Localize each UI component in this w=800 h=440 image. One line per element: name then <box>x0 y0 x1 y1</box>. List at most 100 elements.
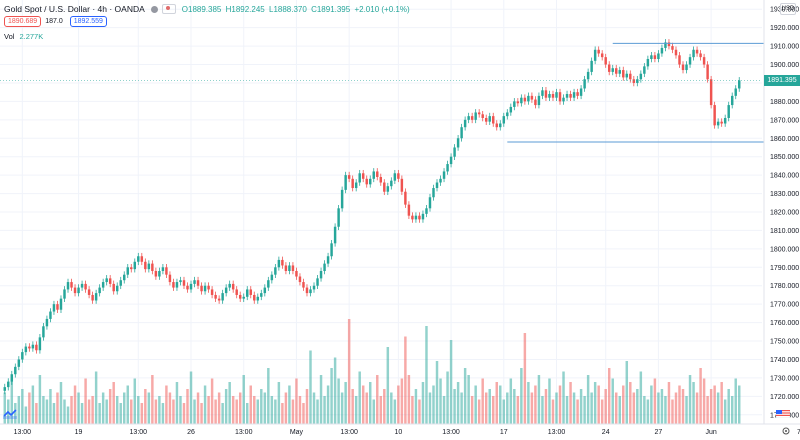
volume-bar <box>421 382 425 424</box>
volume-bar <box>523 333 527 424</box>
time-tick-label: 26 <box>187 429 195 436</box>
tradingview-logo-icon[interactable] <box>3 409 17 419</box>
volume-bar <box>555 392 558 424</box>
volume-bar <box>63 399 66 424</box>
volume-bar <box>527 382 530 424</box>
volume-bar <box>393 399 397 424</box>
candle <box>73 287 77 294</box>
candle <box>326 256 330 264</box>
candle <box>586 71 590 80</box>
volume-bar <box>688 375 692 424</box>
candle <box>112 283 115 292</box>
volume-bar <box>87 399 91 424</box>
buy-price-button[interactable]: 1892.559 <box>69 16 107 27</box>
volume-bar <box>130 399 133 424</box>
volume-bar <box>144 389 147 424</box>
volume-bar <box>196 392 200 424</box>
candle <box>657 53 660 59</box>
candle <box>727 105 730 118</box>
visibility-eye-icon[interactable] <box>161 4 176 14</box>
candle <box>730 95 734 106</box>
candle <box>91 294 94 301</box>
volume-value: 2.277K <box>19 32 44 41</box>
volume-label[interactable]: Vol <box>4 32 15 41</box>
volume-bar <box>432 385 435 424</box>
time-tick-label: 27 <box>655 429 663 436</box>
volume-bar <box>351 389 354 424</box>
volume-bar <box>347 319 351 424</box>
volume-bar <box>165 385 168 424</box>
candle <box>688 57 692 65</box>
sell-price-button[interactable]: 1890.689 <box>4 16 42 27</box>
volume-bar <box>302 403 305 424</box>
candle <box>421 213 425 220</box>
volume-bar <box>636 389 639 424</box>
volume-bar <box>481 378 484 424</box>
candle <box>179 280 182 283</box>
volume-bar <box>706 396 709 424</box>
volume-bar <box>207 396 210 424</box>
candle <box>523 97 527 102</box>
volume-bar <box>477 399 481 424</box>
candle <box>158 270 161 277</box>
volume-bar <box>576 399 579 424</box>
volume-bar <box>639 371 643 424</box>
candle <box>723 117 727 124</box>
volume-bar <box>277 382 281 424</box>
close-value: C1891.395 <box>311 4 351 14</box>
time-tick-label: 17 <box>500 429 508 436</box>
volume-bar <box>182 403 186 424</box>
candle <box>316 278 319 286</box>
candle <box>407 204 411 216</box>
settings-gear-icon[interactable] <box>781 426 791 436</box>
candle <box>671 46 674 50</box>
candle <box>643 66 646 74</box>
price-tick-label: 1870.000 <box>770 117 799 124</box>
volume-bar <box>126 385 129 424</box>
symbol-title[interactable]: Gold Spot / U.S. Dollar · 4h · OANDA <box>4 4 145 14</box>
volume-bar <box>281 403 284 424</box>
candle <box>365 178 368 185</box>
candle <box>182 280 186 286</box>
volume-bar <box>295 378 298 424</box>
currency-label[interactable]: USD <box>780 3 796 15</box>
candle <box>695 49 699 54</box>
volume-bar <box>569 382 572 424</box>
volume-bar <box>98 403 101 424</box>
volume-bar <box>604 389 607 424</box>
volume-bar <box>407 375 411 424</box>
candle <box>333 226 337 244</box>
candle <box>418 215 421 220</box>
volume-bar <box>263 392 267 424</box>
volume-bar <box>354 396 358 424</box>
volume-bar <box>14 403 17 424</box>
volume-bar <box>137 396 140 424</box>
volume-bar <box>667 382 671 424</box>
candle <box>706 64 709 80</box>
candle <box>101 282 105 288</box>
candle <box>235 289 238 295</box>
time-tick-label: Jun <box>705 429 716 436</box>
volume-bar <box>344 382 347 424</box>
candle <box>692 49 695 58</box>
time-tick-label: 13:00 <box>130 429 148 436</box>
time-tick-label: May <box>290 429 304 436</box>
volume-bar <box>52 403 56 424</box>
candle <box>653 55 657 59</box>
volume-bar <box>238 392 242 424</box>
ohlc-values: O1889.385 H1892.245 L1888.370 C1891.395 … <box>182 5 412 14</box>
candle <box>632 79 636 83</box>
volume-bar <box>298 396 302 424</box>
candle <box>576 92 579 96</box>
chart-legend: Gold Spot / U.S. Dollar · 4h · OANDA O18… <box>4 2 412 16</box>
volume-bar <box>565 396 569 424</box>
candle <box>593 49 597 61</box>
candle <box>607 64 611 72</box>
last-price-label: 1891.395 <box>764 74 800 86</box>
candle <box>583 79 586 89</box>
candle <box>49 311 52 319</box>
candle <box>108 278 112 284</box>
volume-bar <box>734 378 737 424</box>
candle <box>203 285 207 292</box>
